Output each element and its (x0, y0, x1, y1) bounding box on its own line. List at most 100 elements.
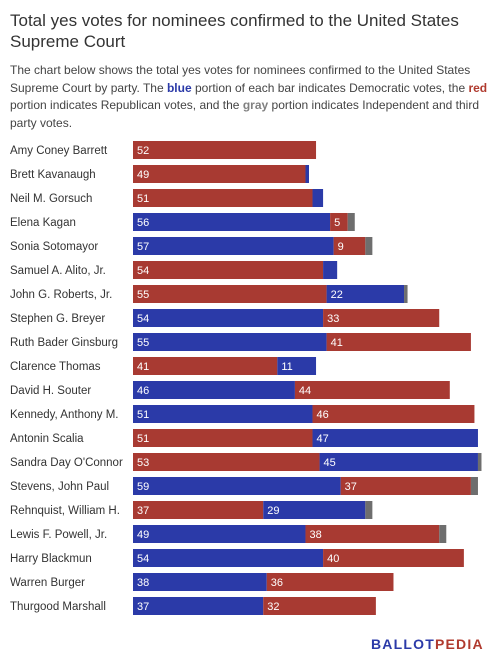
data-label: 54 (137, 553, 149, 565)
bar-segment-democratic (312, 189, 324, 207)
bar-row-david-h-souter: David H. Souter 46 44 (10, 381, 450, 399)
data-label: 5 (334, 217, 340, 229)
bar-row-lewis-f-powell-jr: Lewis F. Powell, Jr. 49 38 (10, 525, 447, 543)
category-label: Sonia Sotomayor (10, 241, 98, 253)
category-label: Rehnquist, William H. (10, 505, 120, 517)
bar-segment-republican (133, 141, 317, 159)
data-label: 9 (338, 241, 344, 253)
category-label: Lewis F. Powell, Jr. (10, 529, 107, 541)
data-label: 51 (137, 409, 149, 421)
data-label: 55 (137, 289, 149, 301)
bar-segment-independent (404, 285, 408, 303)
bar-row-ruth-bader-ginsburg: Ruth Bader Ginsburg 55 41 (10, 333, 471, 351)
data-label: 41 (331, 337, 343, 349)
chart-title: Total yes votes for nominees confirmed t… (10, 11, 459, 51)
bar-segment-independent (347, 213, 355, 231)
category-label: Ruth Bader Ginsburg (10, 337, 118, 349)
bar-row-sandra-day-o-connor: Sandra Day O'Connor 53 45 (10, 453, 482, 471)
data-label: 45 (324, 457, 336, 469)
data-label: 56 (137, 217, 149, 229)
bar-row-stevens-john-paul: Stevens, John Paul 59 37 (10, 477, 478, 495)
category-label: David H. Souter (10, 385, 91, 397)
category-label: Samuel A. Alito, Jr. (10, 265, 106, 277)
category-label: Amy Coney Barrett (10, 145, 108, 157)
bar-row-brett-kavanaugh: Brett Kavanaugh 49 (10, 165, 309, 183)
bar-row-neil-m-gorsuch: Neil M. Gorsuch 51 (10, 189, 324, 207)
category-label: Stevens, John Paul (10, 481, 109, 493)
category-label: Elena Kagan (10, 217, 76, 229)
category-label: John G. Roberts, Jr. (10, 289, 112, 301)
bar-segment-republican (133, 429, 313, 447)
data-label: 53 (137, 457, 149, 469)
bar-segment-republican (312, 405, 475, 423)
category-label: Warren Burger (10, 577, 85, 589)
bar-row-rehnquist-william-h: Rehnquist, William H. 37 29 (10, 501, 373, 519)
data-label: 51 (137, 193, 149, 205)
bar-row-kennedy-anthony-m: Kennedy, Anthony M. 51 46 (10, 405, 475, 423)
bar-row-stephen-g-breyer: Stephen G. Breyer 54 33 (10, 309, 440, 327)
bar-segment-republican (323, 549, 464, 567)
category-label: Antonin Scalia (10, 433, 84, 445)
category-label: Kennedy, Anthony M. (10, 409, 118, 421)
description-text-1: The chart below shows the total yes vote… (10, 63, 471, 95)
data-label: 29 (267, 505, 279, 517)
data-label: 40 (327, 553, 339, 565)
category-label: Thurgood Marshall (10, 601, 106, 613)
category-label: Neil M. Gorsuch (10, 193, 92, 205)
data-label: 54 (137, 265, 149, 277)
logo-text-left: BALLOT (371, 636, 435, 652)
bar-segment-democratic (133, 333, 327, 351)
description-red-word: red (468, 80, 488, 95)
bar-segment-independent (365, 237, 373, 255)
bar-row-clarence-thomas: Clarence Thomas 41 11 (10, 357, 317, 375)
data-label: 37 (137, 601, 149, 613)
chart-description: The chart below shows the total yes vote… (10, 62, 490, 132)
category-label: Brett Kavanaugh (10, 169, 96, 181)
ballotpedia-logo: BALLOTPEDIA (371, 636, 484, 652)
bar-segment-democratic (305, 165, 309, 183)
bar-segment-democratic (133, 549, 324, 567)
logo-text-right: PEDIA (434, 636, 484, 652)
data-label: 33 (327, 313, 339, 325)
description-text-4: portion indicates Independent and third … (10, 98, 480, 130)
bar-segment-republican (340, 477, 471, 495)
bar-segment-republican (133, 261, 324, 279)
bar-segment-republican (294, 381, 450, 399)
category-label: Stephen G. Breyer (10, 313, 105, 325)
bar-segment-democratic (133, 405, 313, 423)
bar-segment-independent (365, 501, 373, 519)
data-label: 44 (299, 385, 311, 397)
bar-segment-democratic (326, 285, 405, 303)
data-label: 11 (281, 361, 292, 373)
bar-segment-republican (326, 333, 471, 351)
bar-segment-democratic (133, 525, 306, 543)
bar-row-john-g-roberts-jr: John G. Roberts, Jr. 55 22 (10, 285, 408, 303)
bar-segment-republican (333, 237, 366, 255)
description-text-2: portion of each bar indicates Democratic… (191, 80, 469, 95)
data-label: 47 (317, 433, 329, 445)
description-gray-word: gray (242, 98, 269, 112)
data-label: 41 (137, 361, 149, 373)
data-label: 32 (267, 601, 279, 613)
data-label: 46 (137, 385, 149, 397)
bar-segment-independent (477, 453, 482, 471)
data-label: 57 (137, 241, 149, 253)
data-label: 38 (309, 529, 321, 541)
data-label: 49 (137, 529, 149, 541)
description-blue-word: blue (166, 80, 192, 95)
bar-row-amy-coney-barrett: Amy Coney Barrett 52 (10, 141, 317, 159)
bar-segment-republican (133, 189, 313, 207)
description-text-3: portion indicates Republican votes, and … (10, 98, 243, 112)
bar-segment-republican (323, 309, 440, 327)
bar-segment-republican (330, 213, 348, 231)
data-label: 49 (137, 169, 149, 181)
data-label: 51 (137, 433, 149, 445)
bar-row-thurgood-marshall: Thurgood Marshall 37 32 (10, 597, 376, 615)
bar-segment-democratic (133, 573, 267, 591)
data-label: 38 (137, 577, 149, 589)
bar-chart: Amy Coney Barrett 52 Brett Kavanaugh 49 Neil… (10, 141, 482, 615)
bar-row-antonin-scalia: Antonin Scalia 51 47 (10, 429, 478, 447)
category-label: Clarence Thomas (10, 361, 101, 373)
data-label: 55 (137, 337, 149, 349)
category-label: Harry Blackmun (10, 553, 92, 565)
